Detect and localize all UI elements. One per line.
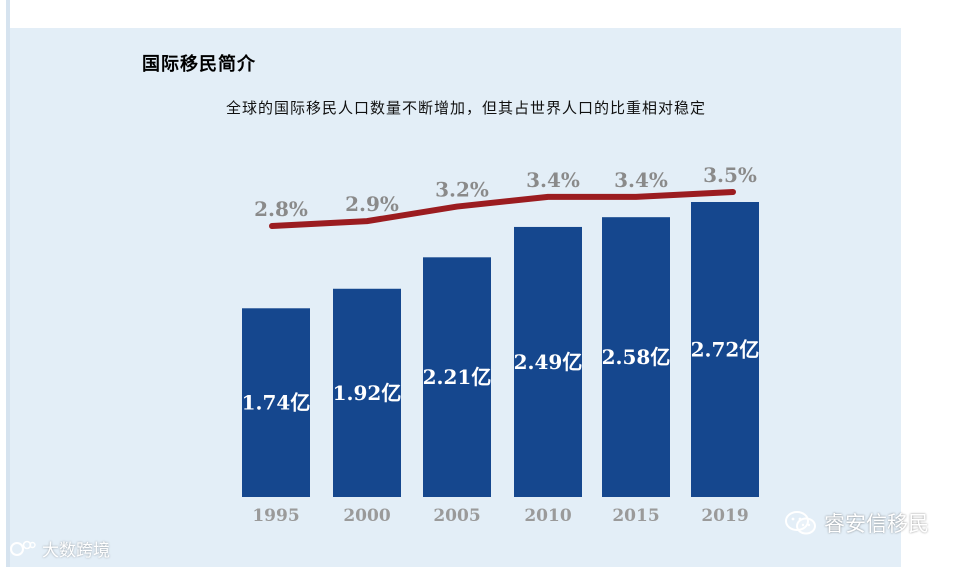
pct-label-2010: 3.4% [526,168,580,192]
bar-label-1995: 1.74亿 [242,391,311,415]
bar-2005 [423,257,491,497]
bar-2000 [333,288,401,497]
section-title: 国际移民简介 [142,54,256,75]
x-tick-2019: 2019 [701,506,748,526]
watermark-right-text: 睿安信移民 [824,512,929,536]
bar-label-2000: 1.92亿 [333,381,402,405]
pct-label-2005: 3.2% [435,178,489,202]
x-tick-2015: 2015 [612,506,659,526]
bar-2019 [691,202,759,497]
bar-label-2010: 2.49亿 [514,350,583,374]
camera-icon [10,540,36,556]
x-tick-1995: 1995 [252,506,299,526]
x-tick-2000: 2000 [343,506,390,526]
pct-label-2019: 3.5% [703,163,757,187]
x-tick-2010: 2010 [524,506,571,526]
watermark-right: 睿安信移民 [784,508,929,538]
watermark-left: 大数跨境 [10,536,110,561]
share-line [269,189,736,229]
panel-edge [6,0,10,567]
bar-1995 [242,308,310,497]
wechat-icon [785,511,816,535]
pct-label-2015: 3.4% [614,168,668,192]
x-tick-2005: 2005 [433,506,480,526]
chart-subtitle: 全球的国际移民人口数量不断增加，但其占世界人口的比重相对稳定 [226,99,707,117]
bar-label-2015: 2.58亿 [602,345,671,369]
bar-2010 [514,226,582,497]
bar-label-2005: 2.21亿 [423,365,492,389]
watermark-left-text: 大数跨境 [42,541,110,561]
pct-label-2000: 2.9% [345,192,399,216]
bar-label-2019: 2.72亿 [691,338,760,362]
bar-2015 [602,217,670,497]
pct-label-1995: 2.8% [254,197,308,221]
